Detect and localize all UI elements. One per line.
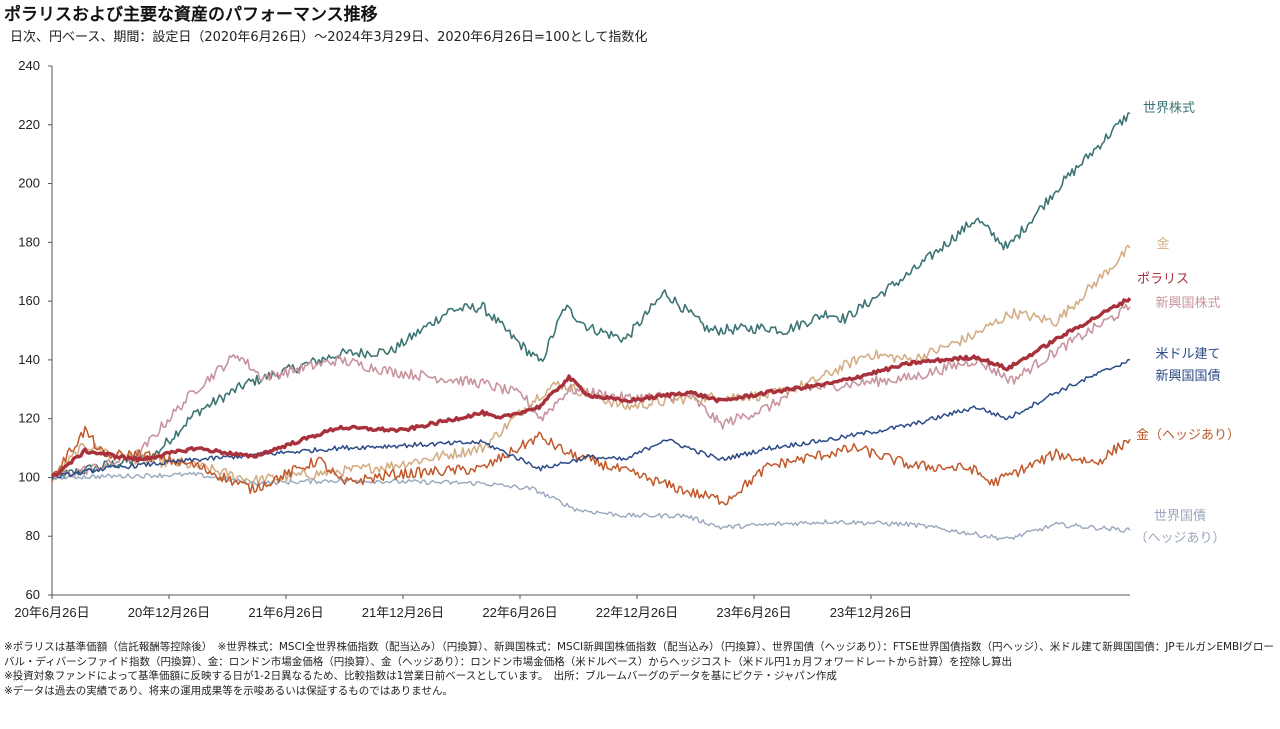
series-label-3: （ヘッジあり） <box>1134 531 1225 546</box>
footnote-sources: ※ポラリスは基準価額（信託報酬等控除後） ※世界株式：MSCI全世界株価指数（配… <box>4 641 1274 668</box>
x-tick-label: 22年12月26日 <box>596 605 678 620</box>
y-tick-label: 120 <box>18 411 40 426</box>
y-tick-label: 240 <box>18 58 40 73</box>
chart-subtitle: 日次、円ベース、期間：設定日（2020年6月26日）〜2024年3月29日、20… <box>10 30 648 45</box>
series-line-3 <box>51 471 1131 541</box>
series-label-0: 世界株式 <box>1143 101 1195 116</box>
x-tick-label: 22年6月26日 <box>482 605 557 620</box>
series-label-4: 金（ヘッジあり） <box>1136 427 1240 443</box>
line-chart: 60 80 100 120 140 160 180 200 220 240 20年6月26日 20年1… <box>14 58 1240 620</box>
chart-title: ポラリスおよび主要な資産のパフォーマンス推移 <box>4 5 378 25</box>
series-line-2 <box>51 303 1131 480</box>
y-tick-label: 180 <box>18 234 40 249</box>
x-tick-label: 21年12月26日 <box>362 605 444 620</box>
series-label-3: 世界国債 <box>1154 509 1206 524</box>
x-tick-label: 20年12月26日 <box>128 605 210 620</box>
y-tick-label: 140 <box>18 352 40 367</box>
x-tick-label: 21年6月26日 <box>248 605 323 620</box>
y-tick-label: 60 <box>26 587 40 602</box>
footnotes: ※ポラリスは基準価額（信託報酬等控除後） ※世界株式：MSCI全世界株価指数（配… <box>4 640 1276 698</box>
x-tick-label: 23年6月26日 <box>716 605 791 620</box>
series-line-0 <box>51 112 1131 480</box>
series-line-4 <box>51 425 1131 506</box>
y-tick-label: 220 <box>18 117 40 132</box>
footnote-disclaimer: ※データは過去の実績であり、将来の運用成果等を示唆あるいは保証するものではありま… <box>4 684 453 697</box>
x-tick-label: 23年12月26日 <box>830 605 912 620</box>
y-tick-label: 160 <box>18 293 40 308</box>
series-label-6: ポラリス <box>1137 272 1189 287</box>
x-tick-label: 20年6月26日 <box>14 605 89 620</box>
footnote-timing: ※投資対象ファンドによって基準価額に反映する日が1-2日異なるため、比較指数は1… <box>4 670 837 682</box>
series-label-2: 新興国株式 <box>1155 295 1220 311</box>
series-label-5: 新興国国債 <box>1155 368 1220 384</box>
y-tick-label: 100 <box>18 469 40 484</box>
series-line-5 <box>51 358 1131 480</box>
y-tick-label: 200 <box>18 176 40 191</box>
series-label-1: 金 <box>1156 236 1169 252</box>
y-tick-label: 80 <box>26 528 40 543</box>
series-line-6 <box>50 297 1132 478</box>
series-label-5: 米ドル建て <box>1155 347 1220 362</box>
